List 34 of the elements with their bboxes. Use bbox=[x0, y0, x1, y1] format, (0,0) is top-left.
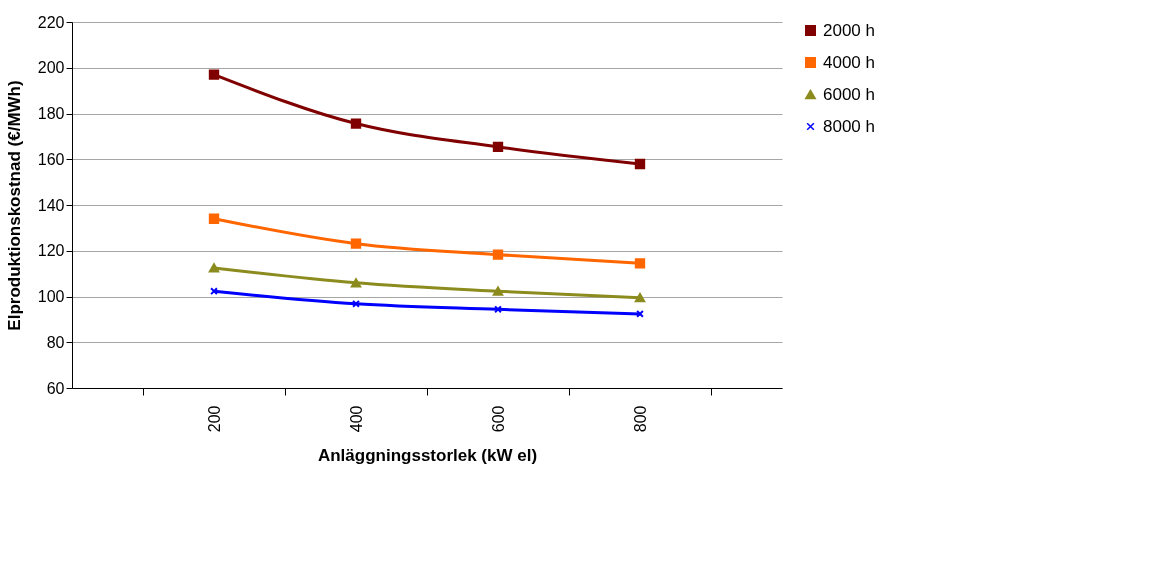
point bbox=[208, 213, 220, 224]
point bbox=[634, 258, 646, 269]
y-tick-label: 60 bbox=[46, 379, 65, 397]
point bbox=[210, 287, 218, 296]
point bbox=[350, 238, 362, 249]
legend-label: 4000 h bbox=[823, 52, 875, 72]
point bbox=[634, 158, 646, 170]
y-tick-label: 100 bbox=[37, 288, 65, 305]
x-tick-label: 200 bbox=[205, 405, 223, 433]
x-tick-label: 800 bbox=[631, 405, 649, 433]
y-tick-label: 80 bbox=[46, 333, 65, 351]
point bbox=[350, 278, 362, 288]
y-tick-label: 220 bbox=[37, 13, 65, 31]
point bbox=[494, 305, 502, 314]
point bbox=[352, 299, 360, 308]
y-tick-label: 140 bbox=[37, 196, 65, 214]
y-tick-label: 200 bbox=[37, 59, 65, 77]
legend-label: 2000 h bbox=[823, 20, 875, 40]
y-tick-label: 160 bbox=[37, 150, 65, 168]
y-axis-title: Elproduktionskostnad (€/MWh) bbox=[4, 80, 24, 331]
point bbox=[634, 293, 646, 303]
y-tick-label: 180 bbox=[37, 105, 65, 122]
legend-label: 8000 h bbox=[823, 116, 875, 136]
legend-label: 6000 h bbox=[823, 84, 875, 104]
x-axis-title: Anläggningsstorlek (kW el) bbox=[317, 446, 538, 466]
point bbox=[492, 141, 504, 153]
x-tick-label: 600 bbox=[489, 405, 507, 433]
point bbox=[208, 69, 220, 80]
point bbox=[208, 263, 220, 273]
point bbox=[492, 286, 504, 296]
y-tick-label: 120 bbox=[37, 242, 65, 260]
point bbox=[492, 249, 504, 260]
point bbox=[350, 118, 362, 129]
x-tick-label: 400 bbox=[347, 405, 365, 433]
